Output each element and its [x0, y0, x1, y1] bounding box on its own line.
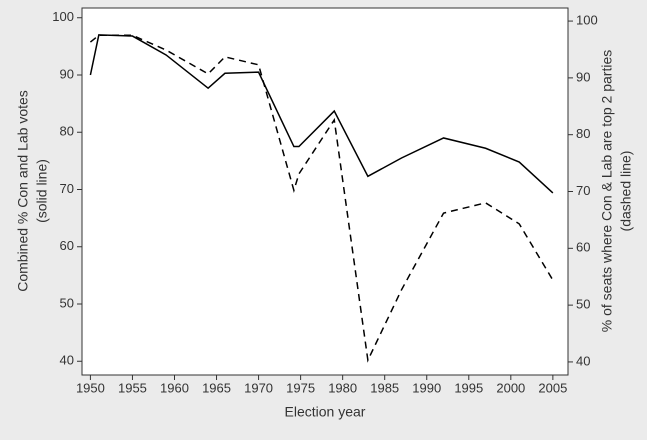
- y-tick-label: 60: [60, 238, 74, 253]
- x-tick-label: 2000: [496, 380, 525, 395]
- x-tick-label: 1975: [286, 380, 315, 395]
- y2-axis-label: (dashed line): [618, 151, 634, 232]
- y-tick-label: 80: [60, 124, 74, 139]
- x-tick-label: 1965: [202, 380, 231, 395]
- y-tick-label: 100: [52, 9, 74, 24]
- y2-tick-label: 60: [576, 240, 590, 255]
- y-tick-label: 70: [60, 181, 74, 196]
- y2-axis-label: % of seats where Con & Lab are top 2 par…: [599, 50, 615, 333]
- y-tick-label: 50: [60, 295, 74, 310]
- x-tick-label: 1980: [328, 380, 357, 395]
- y-axis-label: Combined % Con and Lab votes: [15, 90, 31, 292]
- x-tick-label: 1990: [412, 380, 441, 395]
- y-axis-label: (solid line): [34, 159, 50, 223]
- x-tick-label: 2005: [538, 380, 567, 395]
- x-tick-label: 1955: [118, 380, 147, 395]
- y2-tick-label: 70: [576, 183, 590, 198]
- y2-tick-label: 90: [576, 69, 590, 84]
- x-tick-label: 1960: [160, 380, 189, 395]
- y-tick-label: 90: [60, 66, 74, 81]
- plot-area: [81, 7, 569, 376]
- y2-tick-label: 100: [576, 13, 598, 28]
- y2-tick-label: 50: [576, 297, 590, 312]
- data-line: [89, 34, 554, 363]
- data-line: [89, 34, 554, 194]
- y2-tick-label: 40: [576, 353, 590, 368]
- x-tick-label: 1995: [454, 380, 483, 395]
- x-tick-label: 1985: [370, 380, 399, 395]
- x-axis-label: Election year: [285, 404, 366, 420]
- y-tick-label: 40: [60, 353, 74, 368]
- x-tick-label: 1950: [76, 380, 105, 395]
- y2-tick-label: 80: [576, 126, 590, 141]
- x-tick-label: 1970: [244, 380, 273, 395]
